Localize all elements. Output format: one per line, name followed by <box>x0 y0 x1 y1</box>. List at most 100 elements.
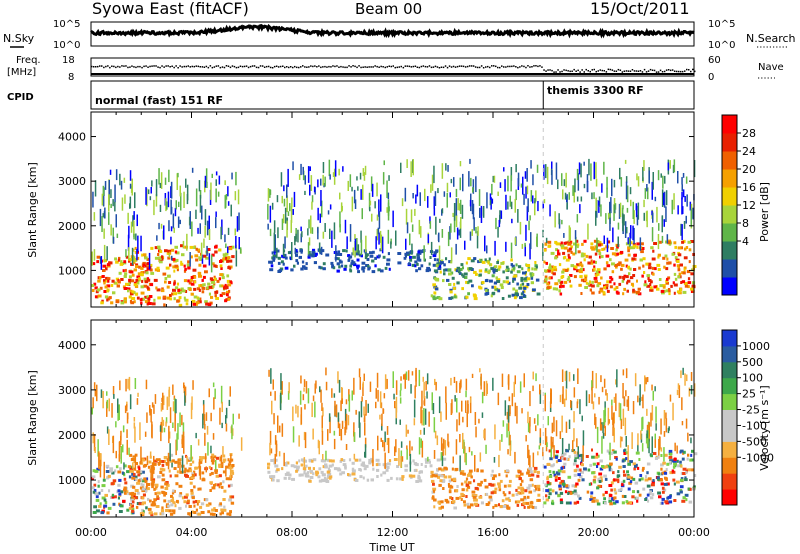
echo-cell <box>609 258 612 261</box>
echo-cell <box>176 500 179 503</box>
echo-cell <box>514 382 516 397</box>
echo-cell <box>558 469 562 472</box>
echo-cell <box>455 468 459 471</box>
echo-cell <box>462 433 464 449</box>
nave-trace <box>91 65 696 73</box>
echo-cell <box>553 417 555 432</box>
echo-cell <box>414 469 417 472</box>
echo-cell <box>574 469 577 472</box>
nave-point <box>429 65 431 67</box>
echo-cell <box>124 481 127 484</box>
echo-cell <box>590 163 592 180</box>
nave-point <box>316 66 318 68</box>
echo-cell <box>666 258 668 261</box>
echo-cell <box>105 286 108 289</box>
nave-point <box>157 66 159 68</box>
echo-cell <box>674 483 676 486</box>
echo-cell <box>518 287 522 290</box>
echo-cell <box>569 192 571 200</box>
nave-point <box>694 71 696 73</box>
nave-point <box>364 66 366 68</box>
echo-cell <box>191 293 194 296</box>
nave-point <box>622 71 624 73</box>
echo-cell <box>100 209 102 226</box>
echo-cell <box>162 474 165 477</box>
echo-cell <box>645 377 647 384</box>
echo-cell <box>161 491 164 494</box>
nave-point <box>186 66 188 68</box>
echo-cell <box>114 257 117 260</box>
echo-cell <box>488 501 491 504</box>
echo-cell <box>672 403 674 421</box>
echo-cell <box>582 416 584 422</box>
nave-point <box>461 65 463 67</box>
echo-cell <box>481 501 484 504</box>
echo-cell <box>93 505 97 508</box>
echo-cell <box>202 414 204 429</box>
echo-cell <box>132 274 135 277</box>
nave-point <box>688 69 690 71</box>
echo-cell <box>609 218 611 231</box>
nave-point <box>586 69 588 71</box>
echo-cell <box>353 248 355 256</box>
echo-cell <box>183 383 185 389</box>
echo-cell <box>371 478 375 481</box>
echo-cell <box>363 382 365 388</box>
echo-cell <box>215 460 217 470</box>
echo-cell <box>525 435 527 441</box>
echo-cell <box>335 160 337 176</box>
echo-cell <box>202 287 206 290</box>
nave-point <box>495 66 497 68</box>
echo-cell <box>473 294 476 297</box>
echo-cell <box>295 405 297 414</box>
echo-cell <box>104 462 106 479</box>
echo-cell <box>410 161 412 177</box>
nave-point <box>328 66 330 68</box>
echo-cell <box>597 427 599 443</box>
echo-cell <box>300 474 304 477</box>
echo-cell <box>610 489 613 492</box>
echo-cell <box>597 503 601 506</box>
echo-cell <box>620 203 622 217</box>
echo-cell <box>515 237 517 245</box>
echo-cell <box>531 190 533 202</box>
echo-cell <box>503 167 505 171</box>
echo-cell <box>515 199 517 213</box>
echo-cell <box>603 475 607 478</box>
echo-cell <box>312 472 314 475</box>
nave-point <box>684 70 686 72</box>
nsky-tick-bottom: 10^0 <box>53 40 80 51</box>
echo-cell <box>630 480 632 483</box>
echo-cell <box>595 198 597 211</box>
echo-cell <box>202 471 205 474</box>
echo-cell <box>432 497 435 500</box>
echo-cell <box>415 480 419 483</box>
echo-cell <box>545 278 548 281</box>
echo-cell <box>406 445 408 449</box>
nave-point <box>91 66 93 68</box>
echo-cell <box>579 162 581 174</box>
echo-cell <box>637 215 639 225</box>
echo-cell <box>151 180 153 186</box>
echo-cell <box>135 489 139 492</box>
echo-cell <box>377 373 379 388</box>
echo-cell <box>386 207 388 213</box>
nave-point <box>465 66 467 68</box>
nave-point <box>674 71 676 73</box>
echo-cell <box>578 446 580 458</box>
echo-cell <box>510 444 512 456</box>
echo-cell <box>579 270 583 273</box>
echo-cell <box>520 381 522 392</box>
echo-cell <box>475 487 479 490</box>
nave-point <box>129 66 131 68</box>
echo-cell <box>647 274 651 277</box>
echo-cell <box>153 299 155 302</box>
echo-cell <box>677 275 680 278</box>
echo-cell <box>226 477 229 480</box>
echo-cell <box>130 170 132 181</box>
echo-cell <box>580 292 582 295</box>
nave-point <box>658 71 660 73</box>
echo-cell <box>322 431 324 445</box>
echo-cell <box>615 248 617 251</box>
echo-cell <box>168 281 171 284</box>
